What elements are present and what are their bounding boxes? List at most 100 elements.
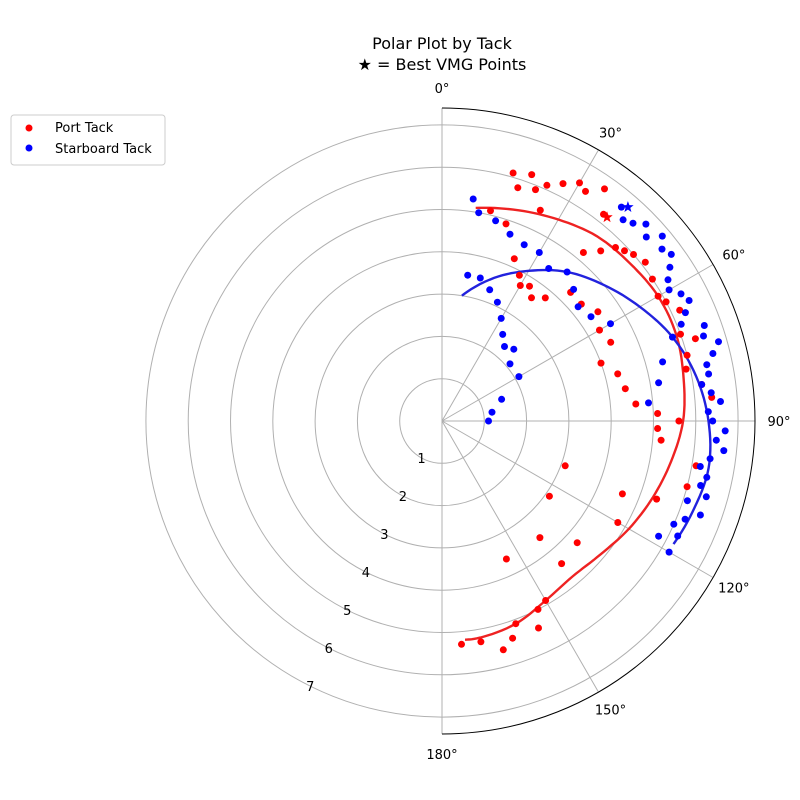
starboard-point [677,320,685,328]
starboard-point [655,532,663,540]
starboard-point [696,511,704,519]
chart-subtitle: ★ = Best VMG Points [358,55,527,74]
starboard-fit-curve [461,268,712,545]
port-point [614,370,622,378]
data-points [458,169,729,654]
port-point [509,634,517,642]
port-point [654,410,662,417]
port-point [597,359,605,367]
port-point [512,620,520,628]
r-tick-label: 2 [399,490,407,505]
port-point [612,244,619,251]
r-tick-label: 7 [306,680,314,695]
starboard-point [706,455,714,463]
starboard-point [683,497,691,505]
legend-marker-port [25,124,33,132]
radial-tick-labels: 1 2 3 4 5 6 7 [306,452,426,695]
best-vmg-markers [601,201,634,223]
port-point [677,330,684,338]
starboard-point [506,360,514,368]
starboard-point [658,245,666,253]
theta-tick-label: 150° [595,703,626,718]
port-point [654,292,662,300]
port-point [596,326,603,334]
starboard-point [464,271,472,279]
port-point [499,646,507,654]
port-point [641,258,649,266]
starboard-point [497,314,505,322]
starboard-point [715,338,722,346]
starboard-point [702,493,710,501]
starboard-point [707,389,715,397]
port-point [579,249,587,256]
port-point [534,605,542,613]
theta-tick-label: 30° [599,127,622,142]
port-point [528,171,536,179]
starboard-point [506,230,514,238]
port-point [515,271,523,279]
starboard-point [617,203,625,211]
port-point [691,335,699,343]
legend-marker-starboard [25,144,33,152]
port-point [543,181,551,189]
starboard-point [681,309,689,317]
starboard-point [717,398,724,405]
port-point [536,534,544,542]
port-point [526,282,533,290]
starboard-point [700,332,707,340]
r-tick-label: 6 [325,642,333,657]
port-point [514,184,522,192]
port-point [594,308,602,316]
port-point [614,519,622,526]
starboard-point [670,520,678,528]
starboard-point [665,286,673,294]
r-tick-label: 4 [362,566,370,581]
starboard-point [515,373,523,381]
starboard-point [655,379,663,387]
starboard-point [607,320,614,328]
port-point [675,417,683,425]
port-point [653,495,661,503]
polar-frame [441,107,756,735]
fit-curves [461,206,712,641]
port-point [542,597,550,604]
port-point [601,185,608,193]
port-point [536,206,544,214]
starboard-point [712,436,720,444]
port-point [621,385,629,393]
port-point [559,180,567,188]
theta-tick-label: 120° [718,582,749,597]
port-point [477,638,485,646]
starboard-point [721,427,729,435]
port-point [541,294,549,302]
theta-tick-label: 0° [435,82,450,97]
starboard-point [709,417,717,425]
port-point [676,306,684,314]
starboard-point [667,250,675,258]
r-tick-label: 5 [343,604,351,619]
theta-tick-label: 180° [426,748,457,763]
starboard-point [645,399,652,407]
starboard-point [669,333,676,341]
starboard-point [709,350,717,357]
starboard-point [665,548,673,556]
port-point [487,207,494,215]
starboard-point [677,290,685,298]
starboard-point [703,473,711,481]
starboard-point [499,330,507,338]
polar-grid [145,107,756,735]
port-point [532,186,539,194]
angular-tick-labels: 0° 30° 60° 90° 120° 150° 180° [426,82,790,763]
legend-label-port: Port Tack [55,121,114,136]
starboard-point [570,285,578,293]
port-point [632,400,640,408]
starboard-point [469,195,477,203]
starboard-point [642,220,650,228]
theta-tick-label: 60° [722,249,745,264]
port-point [657,436,665,444]
port-point [510,255,518,263]
port-point [576,179,583,187]
starboard-point [664,276,672,284]
port-point [535,624,542,632]
starboard-point [705,370,713,378]
